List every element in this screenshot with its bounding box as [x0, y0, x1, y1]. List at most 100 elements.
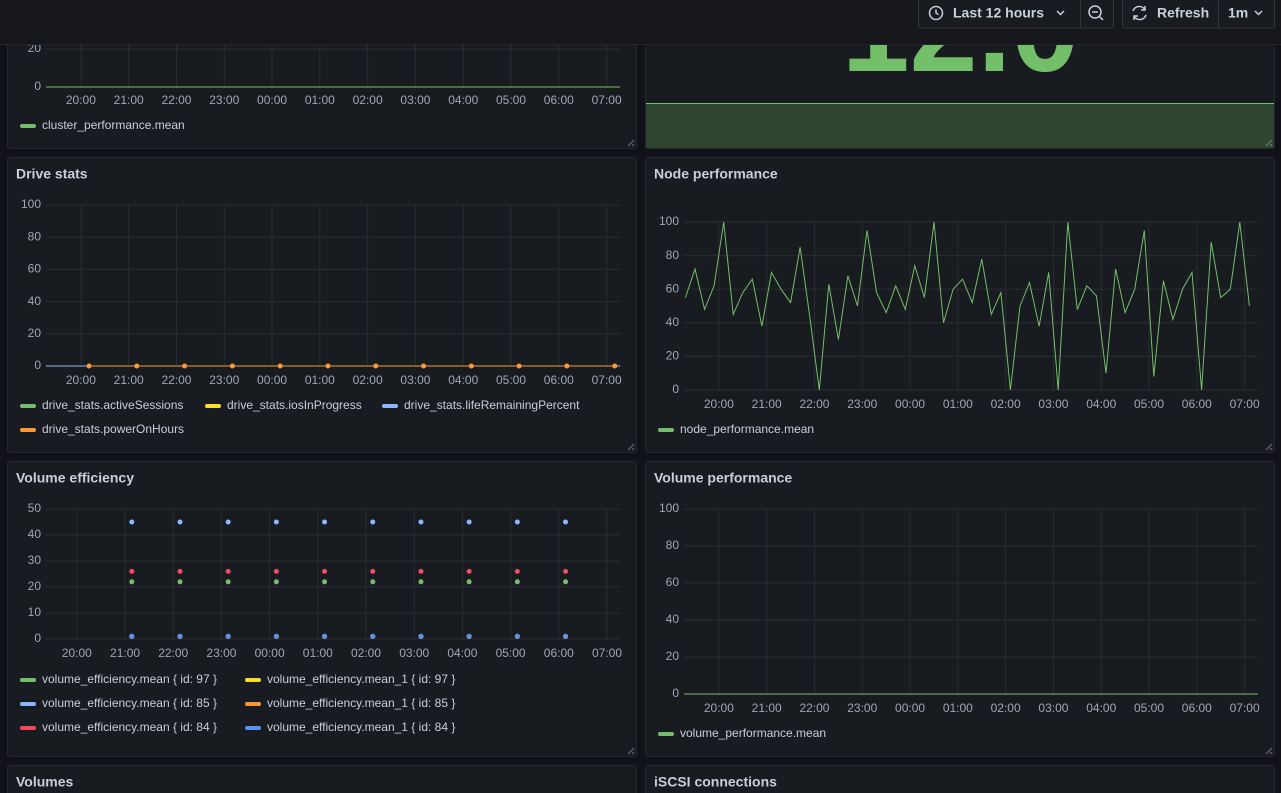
chevron — [1254, 10, 1263, 16]
x-tick-label: 20:00 — [66, 93, 96, 107]
refresh-interval[interactable]: 1m — [1228, 5, 1248, 21]
x-tick-label: 01:00 — [303, 646, 333, 660]
zoom-icon[interactable] — [1088, 5, 1102, 19]
panel-title: Drive stats — [16, 166, 88, 182]
y-tick-label: 20 — [28, 326, 42, 340]
x-tick-label: 06:00 — [544, 373, 574, 387]
y-tick-label: 10 — [28, 605, 42, 619]
x-tick-label: 04:00 — [447, 646, 477, 660]
x-tick-label: 00:00 — [895, 701, 925, 715]
legend-label: drive_stats.powerOnHours — [42, 422, 184, 436]
panel-bg — [645, 461, 1275, 757]
data-point — [273, 633, 279, 639]
x-tick-label: 04:00 — [1086, 397, 1116, 411]
x-tick-label: 21:00 — [110, 646, 140, 660]
x-tick-label: 05:00 — [1134, 701, 1164, 715]
y-tick-label: 80 — [28, 229, 42, 243]
x-tick-label: 20:00 — [704, 701, 734, 715]
panel-bg — [645, 765, 1275, 793]
y-tick-label: 20 — [666, 349, 680, 363]
x-tick-label: 23:00 — [206, 646, 236, 660]
x-tick-label: 02:00 — [991, 397, 1021, 411]
y-tick-label: 50 — [28, 501, 42, 515]
x-tick-label: 07:00 — [1230, 397, 1260, 411]
panel-title: Volume performance — [654, 470, 792, 486]
data-point — [273, 568, 279, 574]
data-point — [129, 568, 135, 574]
legend-label: volume_efficiency.mean { id: 84 } — [42, 720, 217, 734]
chevron — [1056, 10, 1065, 16]
data-point — [277, 363, 283, 369]
x-tick-label: 21:00 — [114, 373, 144, 387]
x-tick-label: 01:00 — [305, 373, 335, 387]
data-point — [418, 568, 424, 574]
resize-handle — [1265, 443, 1273, 451]
legend-label: volume_efficiency.mean_1 { id: 85 } — [267, 696, 455, 710]
legend-label: volume_efficiency.mean { id: 85 } — [42, 696, 217, 710]
data-point — [177, 633, 183, 639]
data-point — [129, 633, 135, 639]
clock-icon — [928, 5, 944, 21]
y-tick-label: 100 — [21, 197, 41, 211]
data-point — [421, 363, 427, 369]
x-tick-label: 00:00 — [255, 646, 285, 660]
y-tick-label: 100 — [659, 501, 679, 515]
panel: iSCSI connections — [645, 765, 1275, 793]
data-point — [564, 363, 570, 369]
resize-handle — [627, 747, 635, 755]
panel: Volume efficiency 0 10 20 30 40 50 20:00 21:00 22… — [7, 461, 637, 757]
x-tick-label: 06:00 — [544, 93, 574, 107]
x-tick-label: 03:00 — [399, 646, 429, 660]
time-picker[interactable]: Last 12 hours — [918, 0, 1114, 29]
refresh-button[interactable]: Refresh — [1157, 5, 1209, 21]
refresh-picker[interactable]: Refresh 1m — [1122, 0, 1275, 29]
panel-bg — [7, 461, 637, 757]
data-point — [322, 633, 328, 639]
data-point — [273, 579, 279, 585]
data-point — [225, 519, 231, 525]
x-tick-label: 21:00 — [114, 93, 144, 107]
x-tick-label: 05:00 — [1134, 397, 1164, 411]
x-tick-label: 20:00 — [62, 646, 92, 660]
data-point — [514, 519, 520, 525]
data-point — [468, 363, 474, 369]
data-point — [514, 568, 520, 574]
data-point — [418, 579, 424, 585]
x-tick-label: 03:00 — [1038, 701, 1068, 715]
legend-label: node_performance.mean — [680, 422, 814, 436]
legend-label: cluster_performance.mean — [42, 118, 185, 132]
x-tick-label: 06:00 — [1182, 701, 1212, 715]
x-tick-label: 23:00 — [847, 701, 877, 715]
data-point — [516, 363, 522, 369]
data-point — [229, 363, 235, 369]
panel-title: Node performance — [654, 166, 778, 182]
x-tick-label: 03:00 — [400, 373, 430, 387]
x-tick-label: 03:00 — [1038, 397, 1068, 411]
panel-title: Volumes — [16, 774, 74, 790]
x-tick-label: 00:00 — [895, 397, 925, 411]
legend-label: volume_performance.mean — [680, 726, 826, 740]
x-tick-label: 06:00 — [1182, 397, 1212, 411]
panel-bg — [7, 157, 637, 453]
x-tick-label: 02:00 — [991, 701, 1021, 715]
x-tick-label: 05:00 — [496, 646, 526, 660]
data-point — [134, 363, 140, 369]
x-tick-label: 01:00 — [943, 701, 973, 715]
data-point — [177, 519, 183, 525]
y-tick-label: 40 — [666, 315, 680, 329]
data-point — [177, 568, 183, 574]
legend-label: drive_stats.iosInProgress — [227, 398, 362, 412]
x-tick-label: 22:00 — [799, 397, 829, 411]
panel: Drive stats 0 20 40 60 80 100 20:00 21:00 22:00 23… — [7, 157, 637, 453]
y-tick-label: 0 — [34, 358, 41, 372]
data-point — [225, 579, 231, 585]
data-point — [322, 519, 328, 525]
data-point — [129, 519, 135, 525]
data-point — [612, 363, 618, 369]
time-range[interactable]: Last 12 hours — [953, 5, 1044, 21]
x-tick-label: 20:00 — [66, 373, 96, 387]
resize-handle — [627, 443, 635, 451]
data-point — [273, 519, 279, 525]
resize-handle — [627, 139, 635, 147]
data-point — [418, 633, 424, 639]
